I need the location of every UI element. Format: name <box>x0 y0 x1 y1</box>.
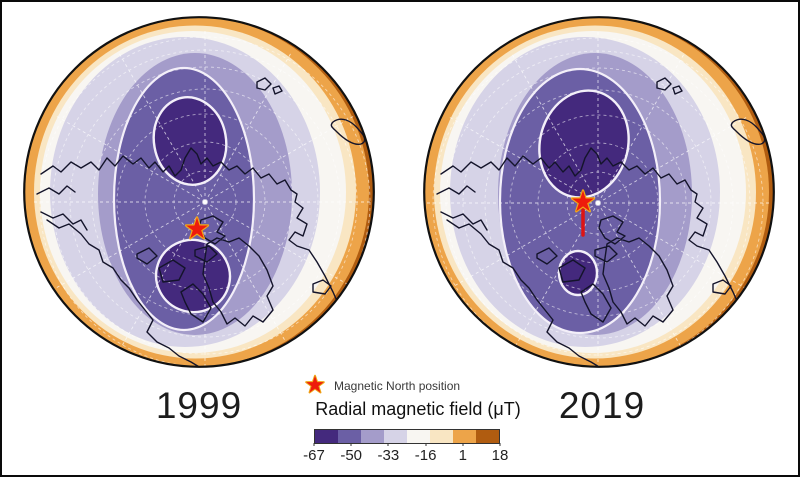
colorbar-segment-5 <box>430 430 453 443</box>
meridian-line <box>204 201 293 353</box>
meridian-line <box>510 52 599 204</box>
colorbar-segment-7 <box>476 430 499 443</box>
colorbar-tick-label: 1 <box>458 447 467 464</box>
colorbar-tick-label: -67 <box>303 447 325 464</box>
latitude-circle <box>509 114 687 292</box>
latitude-circle <box>144 141 266 263</box>
colorbar-tickmark <box>350 443 352 446</box>
latitude-circle <box>462 67 734 339</box>
colorbar-tick-label: -50 <box>340 447 363 464</box>
meridian-line <box>597 115 749 204</box>
colorbar-segment-3 <box>384 430 407 443</box>
colorbar-tick-label: -33 <box>377 447 400 464</box>
coastlines <box>436 77 766 367</box>
colorbar-tickmark <box>499 443 501 446</box>
globe-layers <box>424 17 774 367</box>
meridian-line <box>54 114 206 203</box>
field-minimum-blob-0 <box>153 97 227 185</box>
pole-dot <box>202 199 208 205</box>
colorbar-title: Radial magnetic field (μT) <box>315 399 521 419</box>
latitude-circle <box>52 49 358 355</box>
contour-line-blob-1 <box>154 238 232 314</box>
latitude-circle <box>432 37 764 367</box>
meridian-line <box>204 114 356 203</box>
globe-map-1999 <box>23 16 375 368</box>
graticule <box>31 28 374 367</box>
latitude-circle <box>445 50 751 356</box>
graticule <box>424 29 772 367</box>
magnetic-north-star-icon <box>305 374 325 394</box>
meridian-line <box>117 201 206 353</box>
colorbar-tickmark <box>425 443 427 446</box>
colorbar-ticks: -67 -50 -33 -16 1 18 <box>303 443 508 465</box>
meridian-line <box>204 51 293 203</box>
year-label-2019: 2019 <box>558 385 646 426</box>
meridian-line <box>54 201 206 290</box>
meridian-line <box>597 202 686 354</box>
colorbar-tickmark <box>313 443 315 446</box>
colorbar-segment-6 <box>453 430 476 443</box>
legend-star-label: Magnetic North position <box>334 379 461 393</box>
magnetic-north-star-icon <box>570 189 596 213</box>
colorbar-segment-2 <box>361 430 384 443</box>
latitude-circle <box>484 89 712 317</box>
magnetic-north-star-icon <box>184 216 210 240</box>
globe-map-2019 <box>423 16 775 368</box>
magnetic-north-star-icon <box>305 374 325 394</box>
meridian-line <box>204 201 356 290</box>
meridian-line <box>447 202 599 291</box>
contour-line-outer <box>112 66 256 332</box>
year-label-1999: 1999 <box>155 385 243 426</box>
meridian-line <box>597 52 686 204</box>
meridian-line <box>117 51 206 203</box>
globe-outline <box>423 16 775 368</box>
contour-line-blob-0 <box>152 96 228 186</box>
globe-outline <box>23 16 375 368</box>
meridian-line <box>597 202 749 291</box>
globe-layers <box>24 17 374 367</box>
meridian-line <box>510 202 599 354</box>
colorbar-tick-label: 18 <box>491 447 509 464</box>
latitude-circle <box>537 142 659 264</box>
contour-line-blob-0 <box>538 89 630 199</box>
colorbar <box>314 429 500 444</box>
coastlines <box>36 77 366 367</box>
pole-dot <box>595 200 601 206</box>
latitude-circle <box>39 36 371 367</box>
colorbar-tickmark <box>387 443 389 446</box>
colorbar-tickmark <box>462 443 464 446</box>
latitude-circle <box>91 88 319 316</box>
contour-line-blob-1 <box>557 249 599 297</box>
latitude-circle <box>69 66 341 338</box>
colorbar-tick-label: -16 <box>414 447 437 464</box>
contour-line-outer <box>498 67 662 335</box>
colorbar-segment-4 <box>407 430 430 443</box>
latitude-circle <box>173 170 237 234</box>
colorbar-segment-1 <box>338 430 361 443</box>
meridian-line <box>447 115 599 204</box>
latitude-circle <box>566 171 630 235</box>
colorbar-segment-0 <box>315 430 338 443</box>
latitude-circle <box>116 113 294 291</box>
